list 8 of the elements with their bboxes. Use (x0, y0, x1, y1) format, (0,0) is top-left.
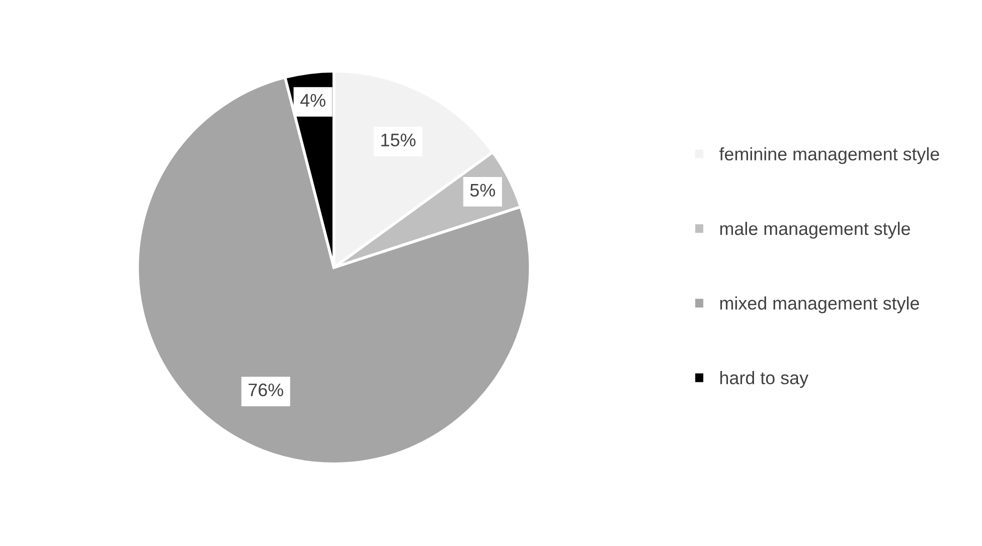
legend-label: male management style (720, 222, 910, 239)
legend-label: hard to say (720, 371, 808, 388)
legend-label: feminine management style (719, 147, 940, 164)
data-label: 76% (248, 384, 284, 396)
data-label: 5% (470, 184, 496, 197)
legend-label: mixed management style (720, 296, 920, 314)
data-label: 4% (300, 94, 326, 107)
data-label: 15% (381, 134, 416, 146)
